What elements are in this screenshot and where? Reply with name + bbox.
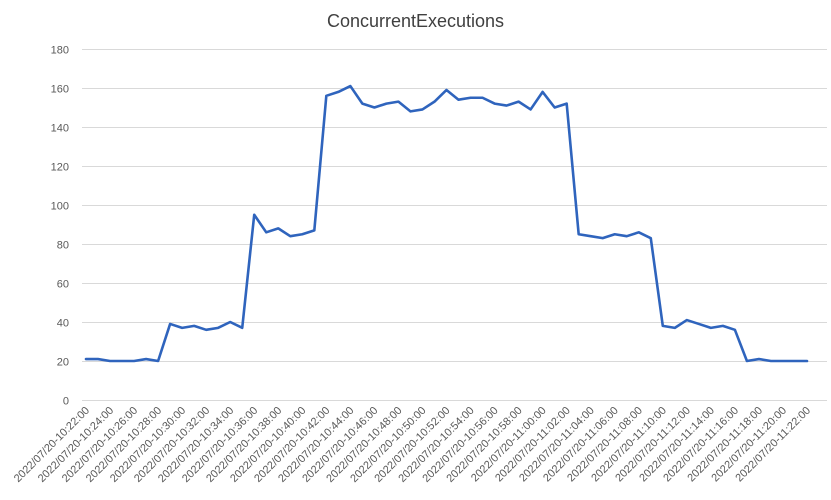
y-axis-ticks: 0 20 40 60 80 100 120 140 160 180 (51, 45, 69, 408)
x-axis-ticks: 2022/07/20-10:22:002022/07/20-10:24:0020… (12, 405, 813, 485)
y-tick-label: 100 (51, 201, 69, 213)
chart-title: ConcurrentExecutions (326, 11, 505, 31)
y-tick-label: 20 (57, 357, 69, 369)
y-tick-label: 140 (51, 123, 69, 135)
y-tick-label: 0 (63, 396, 69, 408)
y-tick-label: 120 (51, 162, 69, 174)
y-tick-label: 60 (57, 279, 69, 291)
series-line (84, 84, 809, 363)
y-tick-label: 160 (51, 84, 69, 96)
y-tick-label: 80 (57, 240, 69, 252)
series-group (84, 84, 809, 363)
y-tick-label: 180 (51, 45, 69, 57)
gridlines (82, 49, 827, 401)
y-tick-label: 40 (57, 318, 69, 330)
